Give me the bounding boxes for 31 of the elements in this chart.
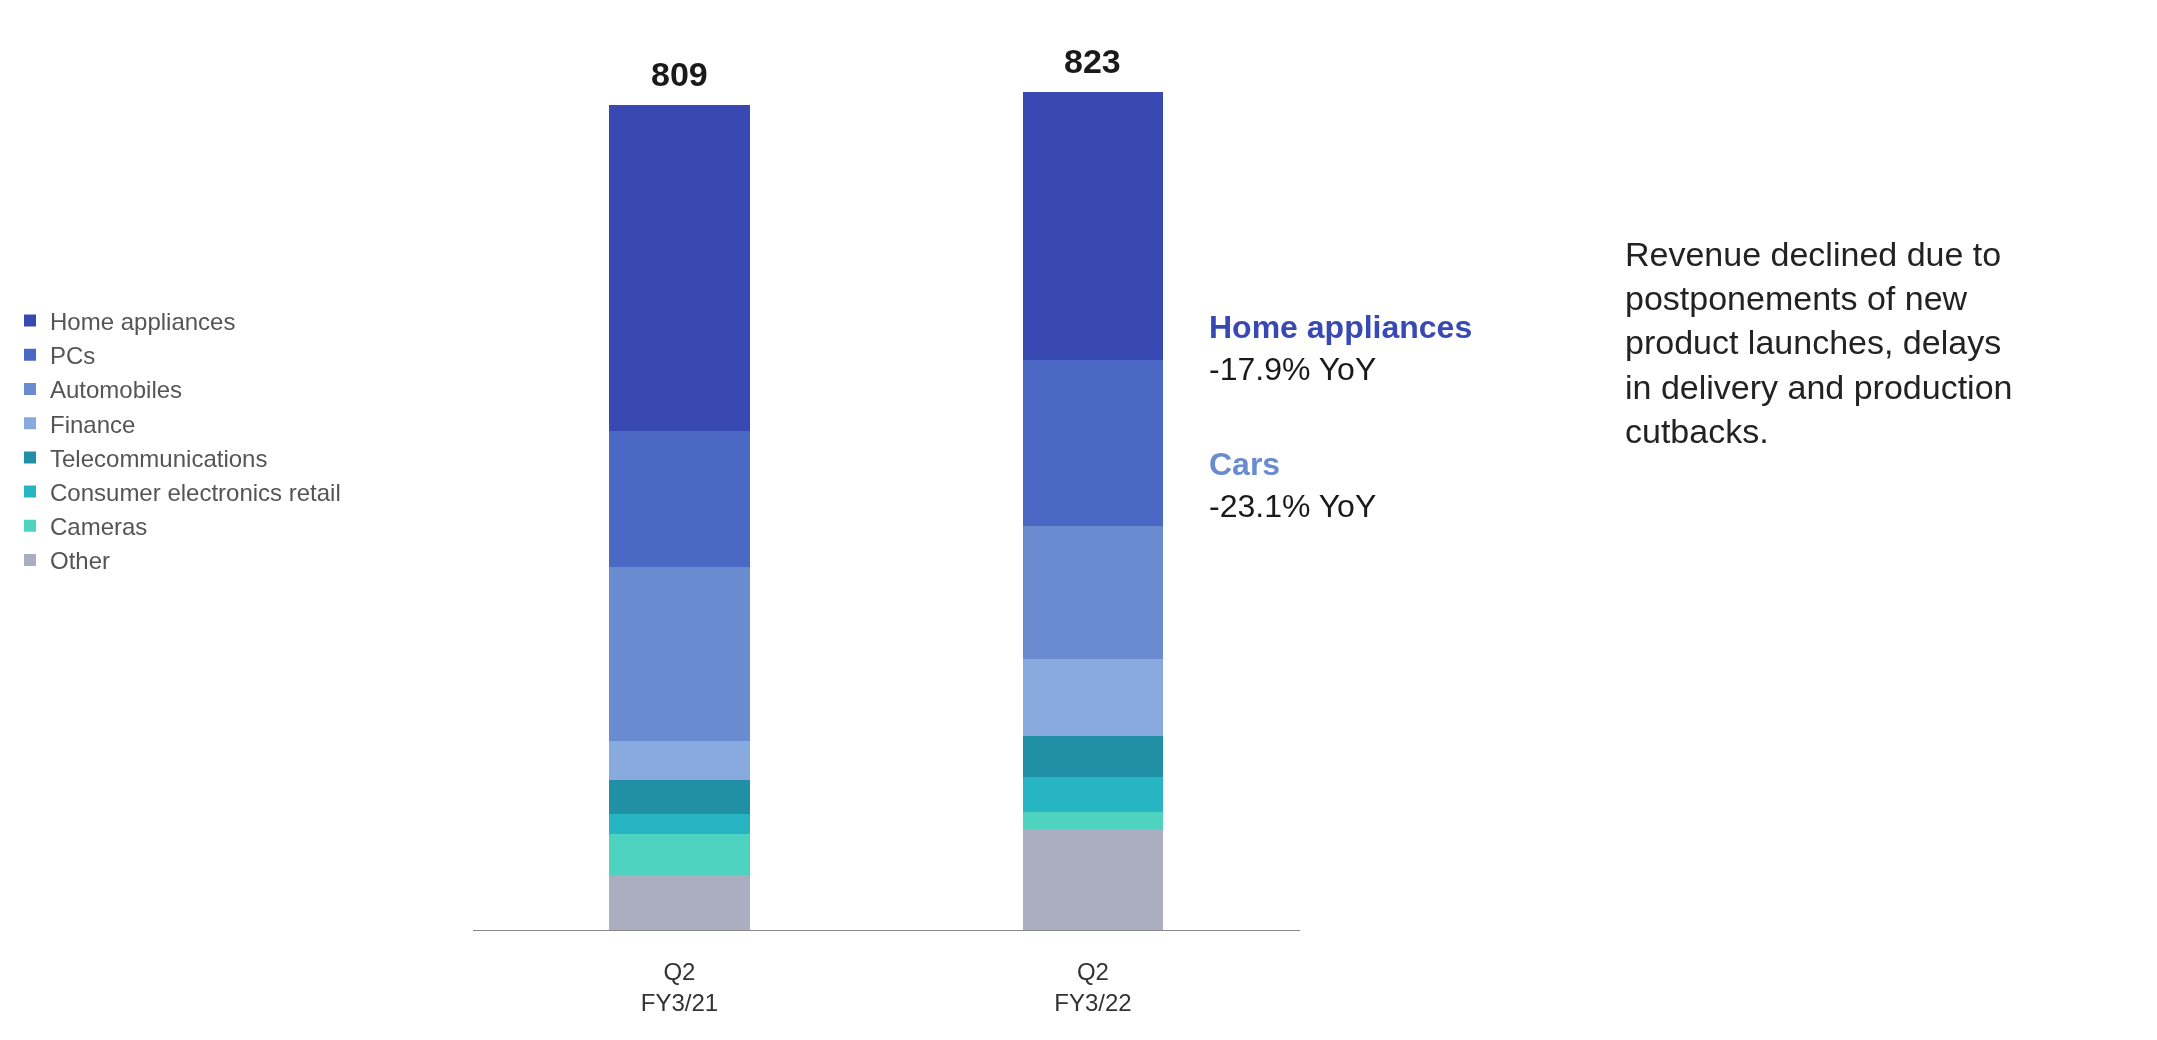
bar [1022, 360, 1164, 527]
bar [609, 567, 750, 742]
bar [1022, 777, 1164, 812]
legend-label: Consumer electronics retail [50, 478, 341, 506]
bar [1022, 659, 1164, 737]
bar [1022, 811, 1164, 830]
bar [609, 874, 750, 930]
text: Revenue declined due to postponements of new product launches, delays in delivery and production cutbacks. [1625, 235, 2013, 450]
legend-label: Automobiles [50, 376, 183, 404]
bar [609, 780, 750, 814]
legend-label: Telecommunications [50, 444, 268, 472]
bar [1022, 736, 1164, 778]
legend-label: PCs [50, 342, 96, 370]
x-tick-label: Q2 FY3/21 [640, 957, 719, 1016]
bar [609, 813, 750, 834]
annotation: Cars -23.1% YoY [1209, 446, 1377, 524]
legend-label: Finance [50, 410, 136, 438]
annotation: 809 [651, 55, 708, 93]
bar [609, 430, 750, 568]
text: 823 [1064, 42, 1121, 80]
bar [1022, 829, 1164, 930]
bar [1022, 526, 1164, 660]
bar [609, 741, 750, 780]
bar [609, 833, 750, 875]
bar [1022, 92, 1164, 361]
legend-label: Cameras [50, 513, 148, 541]
legend-label: Other [50, 547, 111, 575]
x-tick-label: Q2 FY3/22 [1054, 957, 1132, 1016]
annotation: Home appliances -17.9% YoY [1209, 309, 1473, 387]
legend-label: Home appliances [50, 307, 236, 335]
bar [609, 105, 750, 431]
